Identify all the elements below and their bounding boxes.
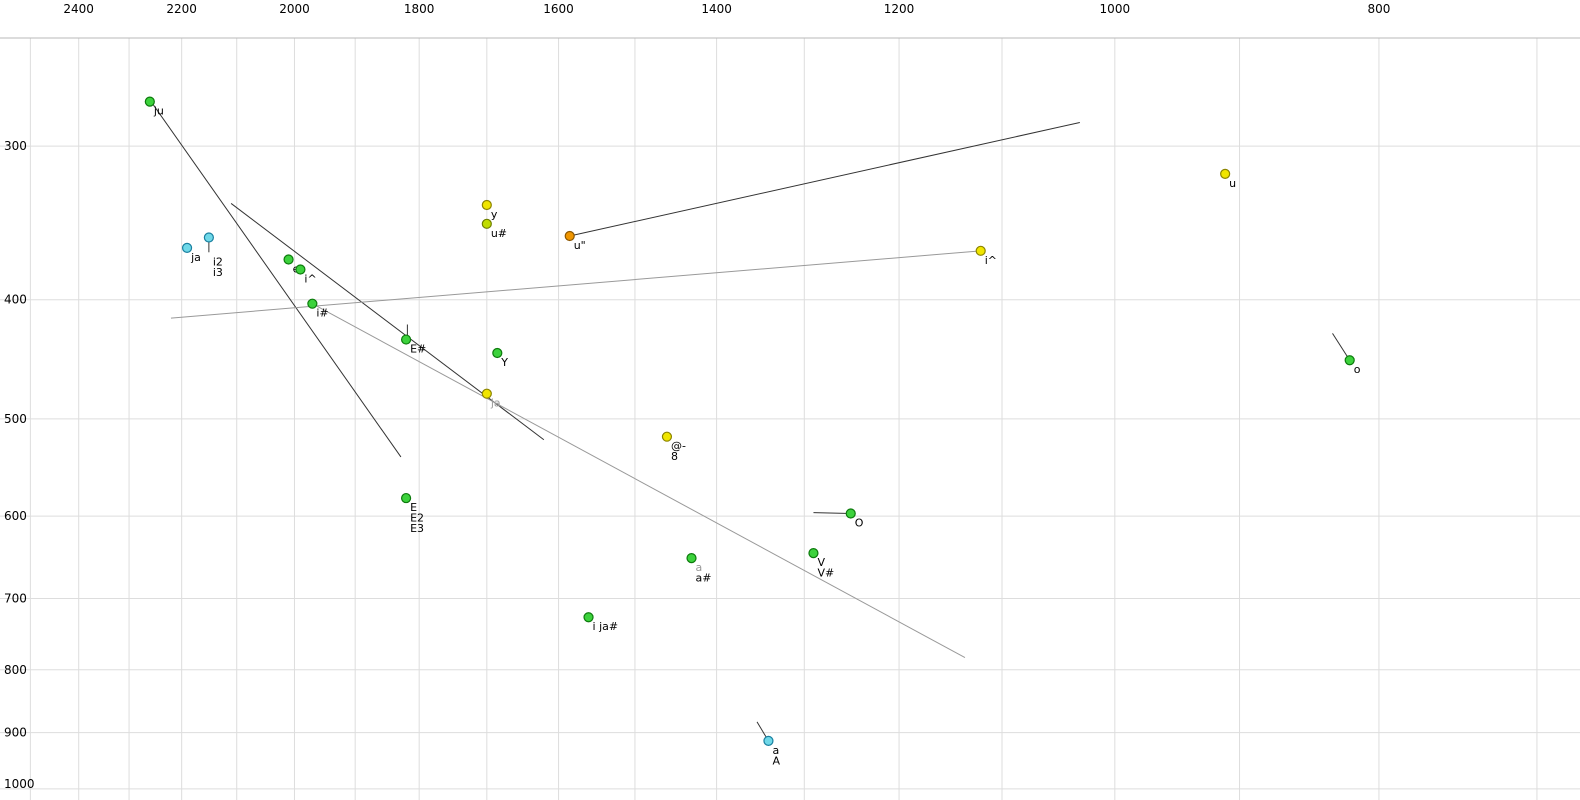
trajectory-line bbox=[312, 303, 966, 659]
y-tick-label: 400 bbox=[4, 293, 27, 307]
trajectory-line bbox=[569, 121, 1080, 237]
data-point bbox=[975, 245, 986, 256]
x-tick-label: 1400 bbox=[701, 2, 732, 16]
data-point-label: a bbox=[772, 744, 779, 757]
data-point-label: E3 bbox=[410, 522, 424, 535]
data-point-label: ja bbox=[190, 251, 201, 264]
data-point bbox=[845, 508, 856, 519]
data-point-label: i ja# bbox=[593, 620, 619, 633]
data-point-label: V# bbox=[817, 567, 834, 580]
data-point bbox=[307, 298, 318, 309]
data-point bbox=[481, 199, 492, 211]
data-point-label: i^ bbox=[985, 254, 997, 267]
x-tick-label: 1000 bbox=[1100, 2, 1131, 16]
data-point-label: y bbox=[491, 208, 498, 221]
y-tick-label: 300 bbox=[4, 139, 27, 153]
x-tick-label: 2000 bbox=[279, 2, 310, 16]
data-point bbox=[181, 242, 193, 253]
data-point bbox=[203, 232, 214, 243]
data-point bbox=[400, 492, 412, 504]
data-point bbox=[686, 552, 697, 564]
data-point-label: i2 bbox=[213, 255, 223, 268]
y-tick-label: 700 bbox=[4, 591, 27, 605]
data-point-label: i^ bbox=[304, 273, 316, 286]
data-point-label: u" bbox=[574, 239, 586, 252]
data-point-label: i# bbox=[316, 307, 328, 320]
x-tick-label: 800 bbox=[1367, 2, 1390, 16]
x-tick-label: 1800 bbox=[404, 2, 435, 16]
trajectory-line bbox=[152, 103, 402, 458]
data-point-label: ju bbox=[153, 105, 164, 118]
data-point bbox=[808, 548, 819, 559]
y-tick-label: 600 bbox=[4, 509, 27, 523]
data-point bbox=[583, 612, 594, 623]
data-point bbox=[564, 230, 575, 242]
x-tick-label: 2200 bbox=[166, 2, 197, 16]
data-point-label: u bbox=[1229, 177, 1236, 190]
trajectory-line bbox=[230, 203, 545, 441]
x-tick-label: 1200 bbox=[884, 2, 915, 16]
data-point-label: A bbox=[772, 754, 780, 767]
y-tick-label: 1000 bbox=[4, 777, 35, 791]
y-tick-label: 800 bbox=[4, 663, 27, 677]
data-point-label: O bbox=[855, 517, 864, 530]
trajectory-line bbox=[1332, 333, 1351, 361]
data-point bbox=[492, 347, 503, 359]
trajectory-line bbox=[813, 512, 851, 515]
data-point-label: i3 bbox=[213, 266, 223, 279]
data-point-label: Y bbox=[500, 356, 508, 369]
data-point-label: a bbox=[696, 561, 703, 574]
data-point-label: E# bbox=[410, 343, 426, 356]
data-point-label: a# bbox=[696, 572, 712, 585]
data-point bbox=[283, 254, 294, 265]
data-point-label: V bbox=[817, 556, 825, 569]
trajectory-line bbox=[170, 250, 981, 319]
data-point bbox=[144, 96, 155, 107]
data-point-label: E bbox=[410, 501, 417, 514]
data-point-label: 8 bbox=[671, 450, 678, 463]
data-point bbox=[400, 334, 412, 345]
data-point-label: u# bbox=[491, 227, 507, 240]
data-point bbox=[481, 388, 492, 399]
x-tick-label: 2400 bbox=[63, 2, 94, 16]
y-tick-label: 500 bbox=[4, 412, 27, 426]
data-point-label: ja bbox=[490, 397, 501, 410]
data-point-label: @- bbox=[671, 440, 686, 453]
data-point bbox=[1220, 168, 1231, 179]
data-point bbox=[1344, 355, 1355, 366]
data-point bbox=[481, 218, 492, 229]
data-point bbox=[295, 264, 306, 275]
y-tick-label: 900 bbox=[4, 726, 27, 740]
x-tick-label: 1600 bbox=[543, 2, 574, 16]
data-point bbox=[763, 735, 774, 746]
data-point bbox=[661, 431, 673, 442]
data-point-label: o bbox=[1354, 363, 1361, 376]
data-point-label: E2 bbox=[410, 512, 424, 525]
